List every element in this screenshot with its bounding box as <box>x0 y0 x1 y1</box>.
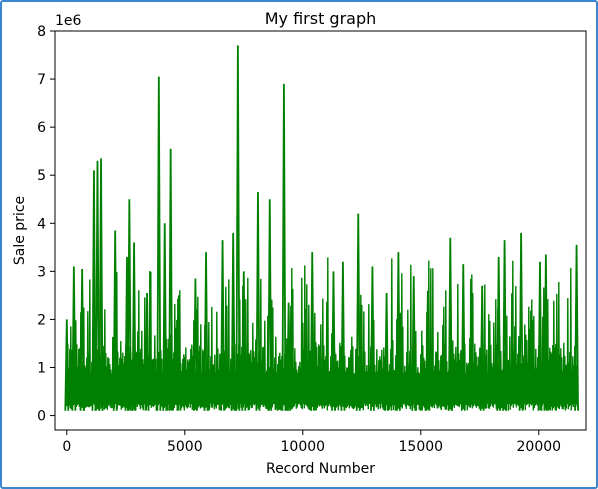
y-tick-label: 6 <box>37 120 46 136</box>
series-peak <box>355 213 361 411</box>
series-peak <box>370 266 375 411</box>
series-peak <box>230 232 236 411</box>
series-peak <box>411 276 417 411</box>
series-peak <box>162 223 168 411</box>
series-peak <box>95 160 100 411</box>
x-axis-label: Record Number <box>266 461 375 477</box>
series-peak <box>156 76 162 411</box>
x-tick-label: 10000 <box>281 439 326 455</box>
series-peak <box>79 268 85 411</box>
series-peak <box>203 252 209 411</box>
x-axis: 0 5000 10000 15000 20000 <box>62 430 561 455</box>
series-peak <box>98 158 104 411</box>
series-peak <box>502 240 507 411</box>
series-peak <box>460 264 466 411</box>
series-peak <box>144 292 150 411</box>
y-tick-label: 3 <box>37 264 46 280</box>
y-axis-label: Sale price <box>12 196 28 265</box>
series-peak <box>425 290 431 411</box>
y-tick-label: 4 <box>37 216 46 232</box>
series-peak <box>281 83 287 411</box>
series-peak <box>112 230 118 411</box>
series-layer <box>64 45 579 411</box>
y-tick-label: 8 <box>37 24 46 40</box>
series-peak <box>235 45 241 411</box>
series-peak <box>220 240 225 411</box>
series-peak <box>537 261 543 411</box>
series-peak <box>131 242 137 411</box>
series-peak <box>176 295 182 411</box>
series-peak <box>340 261 346 411</box>
series-peak <box>241 271 247 411</box>
y-axis: 0 1 2 3 4 5 6 7 8 <box>37 24 55 425</box>
series-peak <box>71 266 77 411</box>
series-peak <box>574 244 579 411</box>
y-tick-label: 0 <box>37 409 46 425</box>
series-peak <box>267 199 273 411</box>
series-peak <box>255 192 261 411</box>
series-line <box>66 257 578 411</box>
series-peak <box>126 199 132 411</box>
x-tick-label: 0 <box>62 439 71 455</box>
series-peak <box>286 302 292 411</box>
series-peak <box>384 292 389 411</box>
series-peak <box>91 170 97 411</box>
axes-frame <box>54 30 587 431</box>
y-tick-label: 1 <box>37 361 46 377</box>
chart-title: My first graph <box>265 9 377 28</box>
y-scale-offset-label: 1e6 <box>55 13 82 29</box>
series-peak <box>309 252 315 411</box>
y-tick-label: 2 <box>37 312 46 328</box>
series-peak <box>395 252 401 411</box>
series-peak <box>496 256 502 411</box>
series-peak <box>64 319 70 411</box>
series-peak <box>331 271 336 411</box>
series-peak <box>518 232 524 411</box>
x-tick-label: 20000 <box>517 439 562 455</box>
series-peak <box>193 278 198 411</box>
x-tick-label: 5000 <box>167 439 203 455</box>
series-peak <box>479 285 485 411</box>
y-tick-label: 5 <box>37 168 46 184</box>
series-peak <box>168 148 174 411</box>
series-peak <box>447 237 453 411</box>
series-peak <box>543 254 549 411</box>
y-tick-label: 7 <box>37 72 46 88</box>
x-tick-label: 15000 <box>399 439 444 455</box>
